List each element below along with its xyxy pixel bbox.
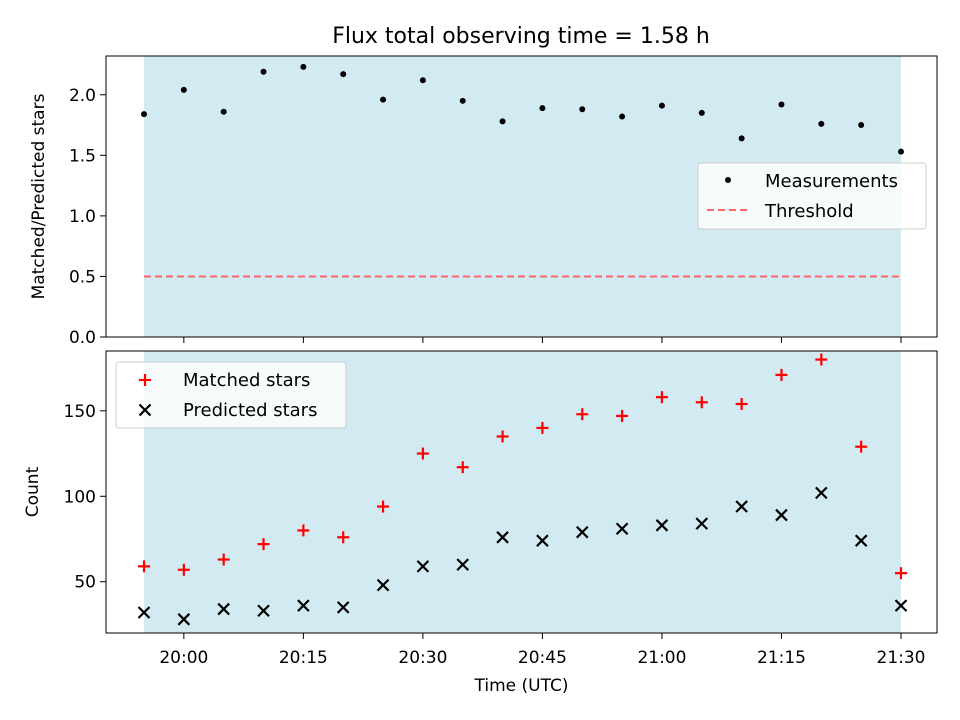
measurement-point (698, 109, 705, 116)
matched-star-point (456, 461, 469, 474)
measurements-legend-marker (725, 177, 731, 183)
ratio-legend-box (697, 162, 927, 230)
matched-star-point (855, 440, 868, 453)
matched-star-point (895, 567, 907, 580)
x-tick-label: 20:00 (159, 648, 208, 668)
predicted-legend-marker (138, 403, 152, 417)
count-y-tick-label: 150 (64, 402, 96, 422)
measurement-point (619, 113, 626, 120)
ratio-legend: Measurements Threshold (697, 162, 927, 230)
matched-star-point (177, 563, 190, 576)
measurement-point (141, 111, 147, 118)
threshold-legend-label: Threshold (764, 201, 854, 222)
matched-star-point (815, 353, 828, 366)
predicted-star-point (775, 508, 788, 522)
matched-star-point (257, 538, 270, 551)
matched-star-point (416, 447, 429, 460)
measurement-point (778, 101, 785, 108)
measurement-point (738, 135, 745, 142)
measurement-point (260, 68, 267, 75)
measurement-point (858, 122, 865, 129)
ratio-y-tick-label: 1.5 (69, 146, 96, 166)
ratio-panel: 0.00.51.01.52.0 Matched/Predicted stars … (29, 55, 938, 348)
count-y-tick-label: 50 (74, 573, 96, 593)
predicted-star-point (735, 500, 748, 513)
measurement-point (459, 97, 466, 104)
matched-star-point (217, 553, 230, 566)
predicted-star-point (615, 522, 629, 536)
predicted-star-point (177, 613, 191, 626)
count-legend: Matched stars Predicted stars (115, 361, 347, 429)
predicted-star-point (575, 525, 589, 539)
matched-star-point (576, 408, 589, 421)
ratio-axes-frame (105, 55, 938, 338)
predicted-star-point (416, 560, 430, 573)
predicted-star-point (257, 604, 270, 618)
x-tick-label: 20:15 (279, 648, 328, 668)
ratio-y-tick-label: 0.0 (69, 328, 96, 348)
matched-star-point (377, 500, 390, 513)
measurement-point (658, 102, 665, 109)
measurement-point (499, 118, 506, 125)
matched-star-point (496, 430, 509, 443)
matched-star-point (655, 391, 668, 404)
predicted-legend-label: Predicted stars (183, 400, 317, 421)
predicted-star-point (854, 534, 868, 547)
matched-star-point (616, 409, 629, 422)
x-tick-label: 21:15 (757, 648, 806, 668)
predicted-star-point (894, 599, 908, 612)
count-y-axis-label: Count (23, 466, 43, 517)
ratio-y-tick-label: 1.0 (69, 207, 96, 227)
measurement-point (539, 105, 546, 112)
x-tick-label: 21:30 (877, 648, 926, 668)
predicted-star-point (655, 519, 669, 532)
measurement-point (818, 120, 825, 127)
measurement-point (180, 86, 187, 93)
measurement-point (340, 71, 347, 78)
measurement-point (579, 106, 586, 113)
matched-star-point (536, 421, 549, 434)
x-tick-label: 20:30 (398, 648, 447, 668)
matched-star-point (735, 397, 748, 410)
matched-legend-marker (139, 374, 151, 386)
predicted-star-point (217, 602, 230, 616)
measurement-point (419, 77, 426, 84)
x-axis-label: Time (UTC) (474, 676, 569, 696)
matched-star-point (297, 524, 310, 537)
measurement-point (898, 148, 904, 155)
predicted-star-point (137, 606, 151, 619)
x-tick-label: 20:45 (518, 648, 567, 668)
measurements-legend-label: Measurements (765, 171, 898, 192)
measurement-point (300, 63, 307, 70)
count-legend-box (115, 361, 347, 429)
measurement-point (220, 108, 227, 115)
matched-star-point (695, 396, 708, 409)
x-tick-label: 21:00 (637, 648, 686, 668)
count-axes-frame (105, 350, 938, 634)
ratio-y-tick-label: 2.0 (69, 86, 96, 106)
matched-star-point (337, 531, 350, 544)
matched-legend-label: Matched stars (183, 370, 310, 391)
ratio-y-axis-label: Matched/Predicted stars (29, 93, 49, 299)
chart-title: Flux total observing time = 1.58 h (332, 24, 710, 49)
count-panel: 50 100 150 20:00 20:15 20:30 20:45 21:00 21:15 2… (23, 350, 938, 696)
matched-star-point (775, 368, 788, 381)
measurement-point (380, 96, 387, 103)
matched-star-point (138, 560, 150, 573)
count-y-tick-label: 100 (64, 487, 96, 507)
predicted-star-point (695, 517, 709, 530)
predicted-star-point (456, 558, 470, 571)
predicted-star-point (297, 599, 310, 612)
predicted-star-point (536, 534, 549, 547)
predicted-star-point (376, 578, 390, 592)
predicted-star-point (815, 486, 828, 500)
predicted-star-point (496, 531, 509, 544)
ratio-y-tick-label: 0.5 (69, 267, 96, 287)
predicted-star-point (336, 601, 350, 614)
